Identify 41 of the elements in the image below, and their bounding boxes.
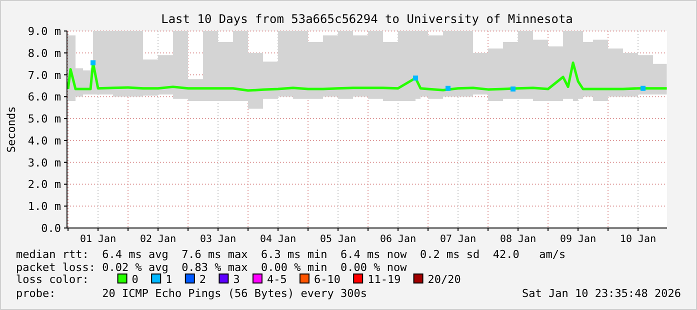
x-tick-label: 04 Jan [260, 234, 296, 245]
x-tick-label: 10 Jan [620, 234, 656, 245]
y-tick-label: 3.0 m [28, 156, 62, 170]
x-tick-label: 06 Jan [380, 234, 416, 245]
legend-label: 20/20 [428, 273, 461, 286]
text: probe: 20 ICMP Echo Pings (56 Bytes) every 300s [16, 287, 367, 300]
y-axis-title: Seconds [5, 106, 18, 153]
legend-label: 2 [199, 273, 206, 286]
x-tick-label: 07 Jan [440, 234, 476, 245]
legend-label: 11-19 [368, 273, 401, 286]
legend-label: 0 [132, 273, 138, 286]
point [640, 86, 646, 91]
y-tick-label: 2.0 m [28, 178, 62, 192]
x-tick-label: 08 Jan [500, 234, 536, 245]
point [510, 86, 516, 92]
x-tick-label: 02 Jan [140, 234, 176, 245]
y-tick-label: 8.0 m [28, 46, 62, 60]
y-tick-label: 9.0 m [28, 25, 62, 38]
y-tick-label: 0.0 [41, 222, 61, 235]
point [90, 60, 96, 66]
legend-label: 6-10 [314, 273, 340, 286]
y-tick-label: 5.0 m [28, 112, 62, 126]
point [413, 76, 418, 81]
x-tick-label: 05 Jan [320, 234, 356, 245]
legend-title: loss color: [16, 273, 89, 286]
y-tick-label: 4.0 m [28, 134, 62, 148]
x-tick-label: 03 Jan [200, 234, 236, 245]
text: median rtt: 6.4 ms avg 7.6 ms max 6.3 ms min 6.4 ms now 0.2 ms sd 42.0 am/s [16, 248, 566, 261]
text: Sat Jan 10 23:35:48 2026 [522, 287, 681, 300]
x-tick-label: 01 Jan [80, 234, 116, 245]
legend-label: 4-5 [267, 273, 287, 286]
legend-label: 3 [233, 273, 240, 286]
legend-label: 1 [166, 273, 172, 286]
y-tick-label: 1.0 m [28, 200, 62, 214]
x-tick-label: 09 Jan [560, 234, 596, 245]
text: packet loss: 0.02 % avg 0.83 % max 0.00 % min 0.00 % now [16, 261, 408, 274]
line-series [66, 61, 668, 92]
point [446, 86, 451, 91]
chart-title: Last 10 Days from 53a665c56294 to University of Minnesota [161, 12, 573, 26]
y-tick-label: 7.0 m [28, 68, 62, 82]
y-tick-label: 6.0 m [28, 90, 62, 104]
